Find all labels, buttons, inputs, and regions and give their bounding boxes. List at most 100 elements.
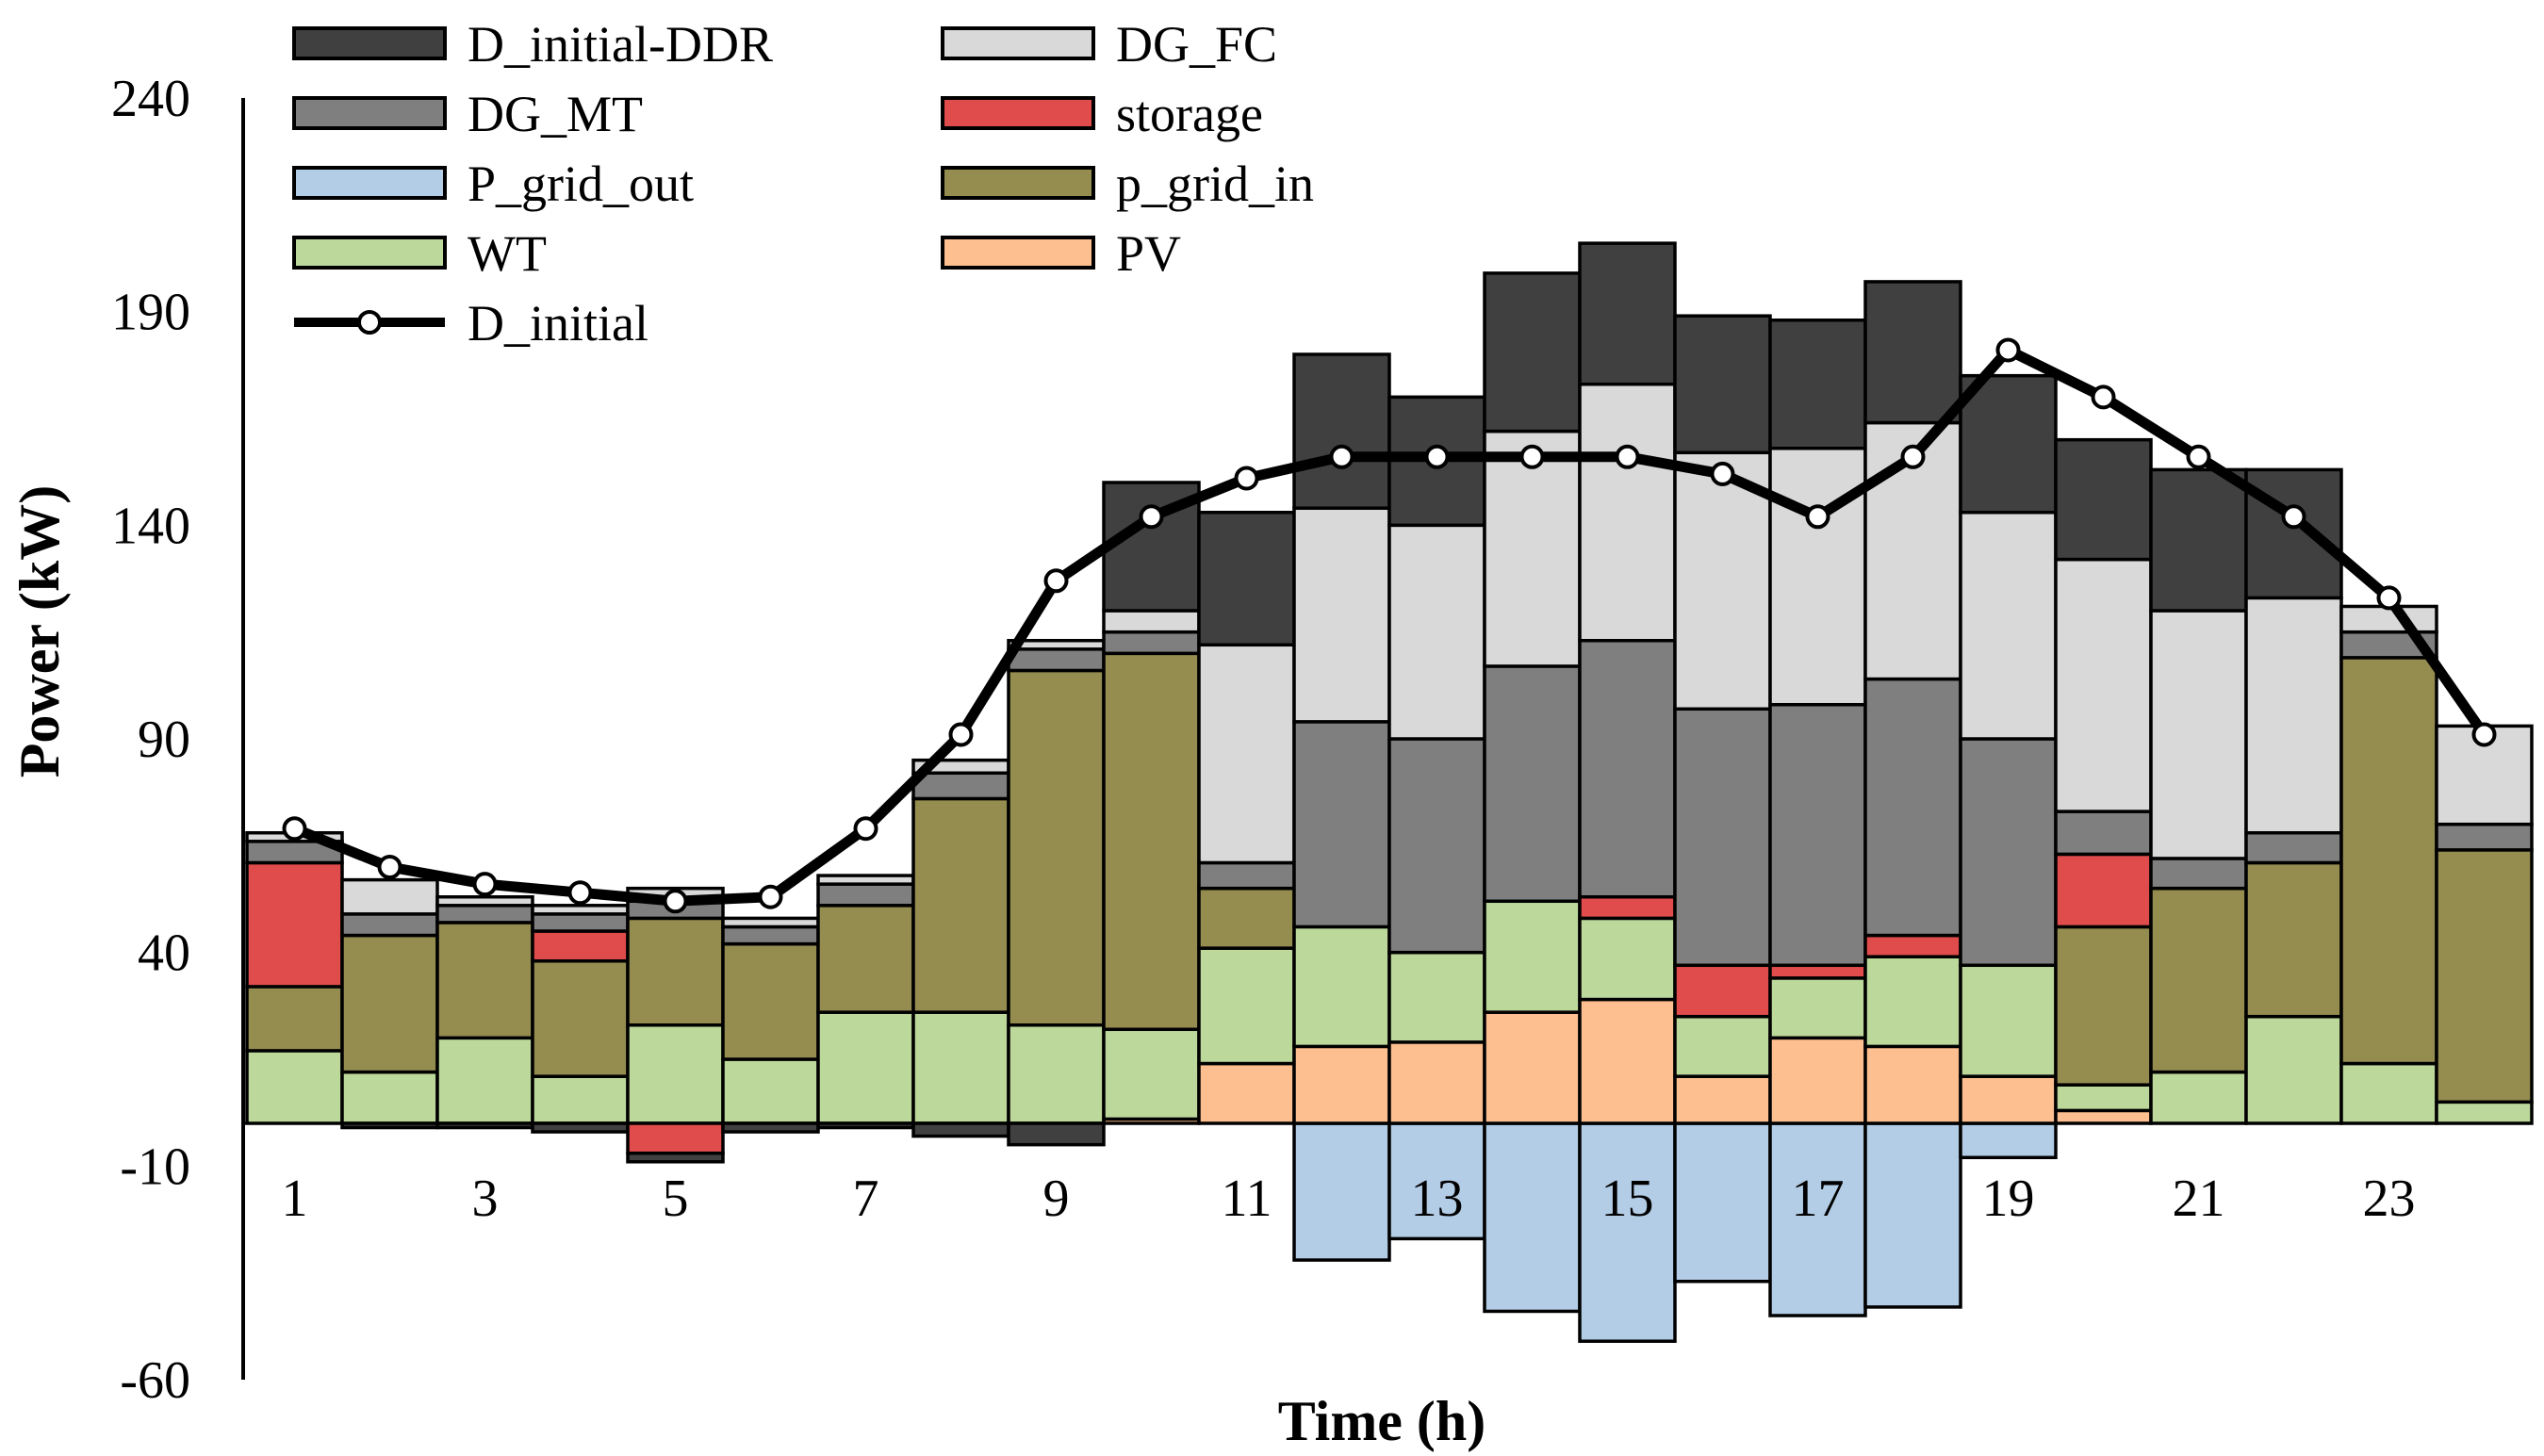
bar-dg-fc-h10 [1102, 609, 1201, 634]
bar-wt-h19 [1959, 963, 2058, 1078]
x-tick-label: 5 [663, 1170, 689, 1228]
bar-wt-h4 [531, 1074, 630, 1125]
bar-wt-h14 [1483, 899, 1582, 1014]
bar-d-initial-ddr-h14 [1483, 271, 1582, 434]
bar-wt-h2 [340, 1070, 439, 1125]
point-d-initial-h19 [1995, 337, 2021, 363]
bar-pv-h14 [1483, 1010, 1582, 1125]
bar-d-initial-ddr-h8 [911, 1121, 1010, 1138]
bar-dg-mt-h4 [531, 912, 630, 933]
bar-p-grid-in-h6 [721, 941, 820, 1061]
legend-item-d-initial: D_initial [294, 295, 648, 352]
bar-pv-h17 [1768, 1036, 1867, 1125]
y-tick-label: 240 [111, 70, 190, 128]
legend-label: P_grid_out [468, 155, 694, 212]
legend-item-pv: PV [941, 225, 1181, 282]
legend-swatch [941, 166, 1095, 200]
bar-p-grid-in-h21 [2149, 886, 2248, 1074]
bars-layer [245, 241, 2534, 1343]
bar-pv-h19 [1959, 1074, 2058, 1125]
point-d-initial-h14 [1519, 444, 1545, 469]
bar-dg-mt-h20 [2054, 810, 2153, 857]
legend-label: DG_FC [1116, 16, 1277, 73]
bar-storage-h1 [245, 860, 344, 989]
bar-pv-h11 [1197, 1061, 1296, 1125]
legend-item-p-grid-in: p_grid_in [941, 155, 1314, 212]
bar-dg-fc-h3 [435, 894, 534, 908]
bar-storage-h17 [1768, 963, 1867, 980]
bar-p-grid-in-h23 [2339, 656, 2438, 1066]
y-tick-label: 90 [138, 711, 190, 769]
bar-p-grid-in-h2 [340, 933, 439, 1074]
bar-storage-h15 [1578, 894, 1677, 921]
point-d-initial-h24 [2471, 722, 2497, 747]
bar-p-grid-in-h24 [2435, 848, 2534, 1104]
bar-dg-mt-h13 [1387, 737, 1486, 955]
y-tick-label: 140 [111, 497, 190, 555]
bar-storage-h16 [1673, 963, 1772, 1019]
point-d-initial-h12 [1329, 444, 1354, 469]
point-d-initial-h3 [472, 872, 498, 897]
bar-dg-mt-h18 [1863, 677, 1962, 938]
bar-wt-h10 [1102, 1027, 1201, 1121]
point-d-initial-h7 [853, 816, 878, 842]
bar-dg-mt-h19 [1959, 737, 2058, 968]
bar-wt-h13 [1387, 950, 1486, 1044]
bar-dg-mt-h11 [1197, 860, 1296, 891]
x-tick-label: 19 [1982, 1170, 2035, 1228]
bar-pv-h12 [1292, 1044, 1391, 1125]
point-d-initial-h5 [663, 889, 688, 914]
bar-wt-h23 [2339, 1061, 2438, 1125]
bar-pv-h18 [1863, 1044, 1962, 1125]
bar-dg-fc-h23 [2339, 604, 2438, 634]
bar-wt-h20 [2054, 1083, 2153, 1113]
bar-wt-h1 [245, 1049, 344, 1125]
bar-pv-h16 [1673, 1074, 1772, 1125]
bar-wt-h21 [2149, 1070, 2248, 1125]
point-d-initial-h22 [2281, 504, 2306, 530]
x-tick-label: 21 [2173, 1170, 2225, 1228]
bar-wt-h9 [1007, 1022, 1106, 1125]
point-d-initial-h16 [1710, 461, 1735, 486]
bar-dg-fc-h7 [816, 874, 915, 886]
legend-swatch [941, 96, 1095, 130]
point-d-initial-h23 [2376, 585, 2402, 611]
x-axis-title: Time (h) [1278, 1390, 1486, 1452]
x-tick-label: 9 [1043, 1170, 1070, 1228]
bar-d-initial-ddr-h21 [2149, 467, 2248, 613]
y-axis-title: Power (kW) [8, 485, 71, 778]
axis-layer [241, 98, 2532, 1380]
bar-p-grid-in-h1 [245, 985, 344, 1053]
legend-item-dg-mt: DG_MT [292, 86, 643, 142]
bar-d-initial-ddr-h15 [1578, 241, 1677, 386]
bar-storage-h20 [2054, 852, 2153, 929]
x-tick-label: 13 [1411, 1170, 1464, 1228]
bar-dg-mt-h8 [911, 771, 1010, 801]
bar-pv-h15 [1578, 997, 1677, 1125]
bar-p-grid-in-h3 [435, 921, 534, 1040]
bar-dg-mt-h3 [435, 904, 534, 924]
bar-dg-mt-h17 [1768, 702, 1867, 968]
x-tick-label: 1 [282, 1170, 308, 1228]
bar-dg-fc-h19 [1959, 510, 2058, 741]
legend-item-d-initial-ddr: D_initial-DDR [292, 16, 773, 73]
x-tick-label: 15 [1601, 1170, 1654, 1228]
legend-swatch [292, 26, 447, 60]
bar-dg-fc-h20 [2054, 557, 2153, 813]
bar-p-grid-out-h12 [1292, 1121, 1391, 1262]
y-tick-label: 190 [111, 284, 190, 342]
bar-dg-mt-h12 [1292, 720, 1391, 929]
bar-dg-mt-h10 [1102, 630, 1201, 656]
bar-dg-mt-h9 [1007, 647, 1106, 673]
legend-item-p-grid-out: P_grid_out [292, 155, 694, 212]
legend-swatch [941, 26, 1095, 60]
bar-dg-fc-h21 [2149, 609, 2248, 860]
point-d-initial-h10 [1139, 504, 1164, 530]
point-d-initial-h8 [948, 722, 974, 747]
bar-dg-mt-h7 [816, 882, 915, 908]
bar-dg-fc-h13 [1387, 523, 1486, 741]
point-d-initial-h2 [377, 855, 402, 879]
bar-d-initial-ddr-h22 [2244, 467, 2343, 600]
bar-p-grid-in-h4 [531, 958, 630, 1078]
